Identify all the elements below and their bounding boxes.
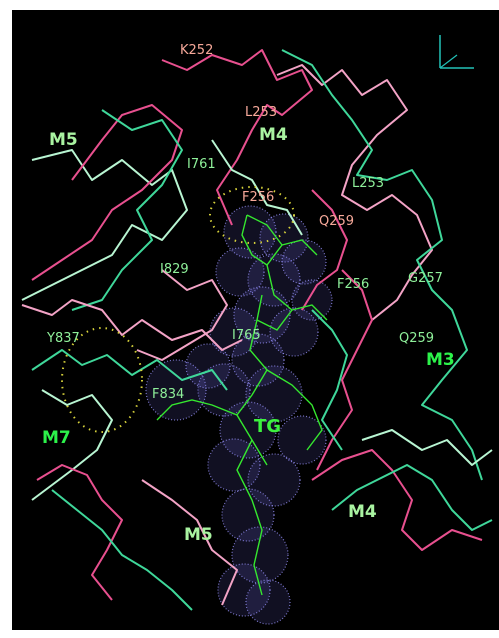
surface-sphere — [269, 307, 319, 357]
backbone-trace — [211, 139, 303, 236]
backbone-trace — [276, 64, 433, 321]
surface-sphere — [277, 415, 327, 465]
label-m5-top: M5 — [49, 130, 78, 150]
label-f256-pink: F256 — [242, 190, 275, 205]
contact-ring-f834 — [61, 327, 143, 433]
ligand-bond — [256, 264, 293, 331]
ligand-surface-dots — [145, 205, 333, 625]
surface-sphere — [215, 247, 265, 297]
protein-backbone-chains — [21, 49, 493, 611]
label-q259-green: Q259 — [399, 331, 435, 346]
surface-sphere — [209, 307, 259, 357]
label-m5-bottom: M5 — [184, 525, 213, 545]
surface-sphere — [197, 363, 251, 417]
surface-sphere — [245, 365, 303, 423]
contact-dotted-circles — [61, 186, 295, 433]
surface-sphere — [291, 279, 333, 321]
label-m7: M7 — [42, 428, 71, 448]
ligand-bond — [266, 369, 323, 451]
label-l253-pink: L253 — [245, 105, 278, 120]
backbone-trace — [161, 49, 313, 226]
backbone-trace — [301, 189, 348, 311]
backbone-trace — [21, 149, 188, 301]
backbone-trace — [331, 464, 493, 531]
surface-sphere — [145, 359, 207, 421]
backbone-trace — [136, 269, 228, 361]
molecular-render-viewport: K252 M5 L253 M4 I761 L253 F256 Q259 I829… — [12, 10, 499, 630]
surface-sphere — [223, 205, 277, 259]
label-y837: Y837 — [47, 331, 80, 346]
ligand-sticks — [156, 214, 328, 596]
surface-sphere — [231, 526, 289, 584]
label-k252: K252 — [180, 43, 214, 58]
label-q259-pink: Q259 — [319, 214, 355, 229]
protein-structure-scene — [21, 35, 493, 625]
backbone-trace — [141, 479, 238, 606]
backbone-trace — [21, 299, 243, 351]
label-m3: M3 — [426, 350, 455, 370]
axis-z-line — [439, 54, 458, 69]
backbone-trace — [31, 389, 113, 501]
backbone-trace — [316, 269, 373, 471]
surface-sphere — [219, 401, 277, 459]
contact-ring-f256 — [209, 186, 295, 244]
backbone-trace — [71, 109, 183, 311]
orientation-axis-icon — [439, 35, 474, 69]
backbone-trace — [311, 449, 483, 551]
surface-sphere — [245, 579, 291, 625]
label-f256-green: F256 — [337, 277, 370, 292]
ligand-bond — [236, 439, 263, 596]
backbone-trace — [31, 104, 183, 281]
backbone-trace — [51, 489, 193, 611]
backbone-trace — [361, 429, 493, 466]
label-g257: G257 — [408, 271, 443, 286]
label-i829: I829 — [160, 262, 189, 277]
surface-sphere — [281, 239, 327, 285]
label-i765: I765 — [232, 328, 261, 343]
label-m4-bottom: M4 — [348, 502, 377, 522]
backbone-trace — [311, 309, 348, 451]
backbone-trace — [281, 49, 483, 481]
surface-sphere — [207, 438, 261, 492]
label-tg-ligand: TG — [254, 416, 282, 437]
surface-sphere — [185, 343, 231, 389]
ligand-bond — [156, 399, 238, 421]
backbone-trace — [31, 349, 228, 391]
ligand-bond — [281, 239, 318, 256]
backbone-trace — [36, 464, 123, 601]
label-m4-top: M4 — [259, 125, 288, 145]
label-i761: I761 — [187, 157, 216, 172]
ligand-bond — [291, 304, 328, 321]
surface-sphere — [247, 253, 301, 307]
label-l253-green: L253 — [352, 176, 385, 191]
label-f834: F834 — [152, 387, 185, 402]
